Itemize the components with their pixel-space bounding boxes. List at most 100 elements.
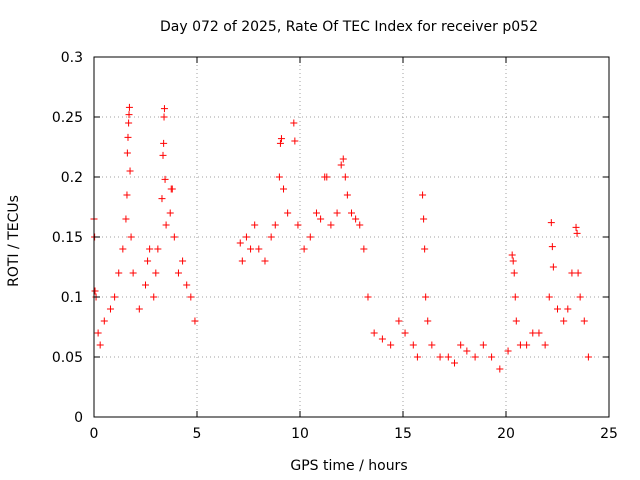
data-point xyxy=(568,269,576,277)
x-tick-label: 10 xyxy=(291,426,309,442)
data-point xyxy=(560,317,568,325)
data-point xyxy=(115,269,123,277)
data-point xyxy=(236,239,244,247)
data-point xyxy=(572,223,580,231)
data-point xyxy=(160,113,168,121)
data-point xyxy=(343,191,351,199)
data-point xyxy=(580,317,588,325)
data-point xyxy=(420,215,428,223)
data-point xyxy=(125,119,133,127)
data-point xyxy=(545,293,553,301)
data-point xyxy=(125,111,133,119)
data-point xyxy=(91,287,99,295)
data-point xyxy=(516,341,524,349)
y-tick-label: 0.05 xyxy=(52,350,83,366)
data-point xyxy=(496,365,504,373)
y-tick-label: 0.3 xyxy=(61,50,83,66)
data-point xyxy=(471,353,479,361)
data-point xyxy=(339,155,347,163)
y-tick-label: 0.2 xyxy=(61,170,83,186)
data-point xyxy=(488,353,496,361)
x-tick-label: 25 xyxy=(600,426,618,442)
data-points xyxy=(90,103,592,373)
data-point xyxy=(508,251,516,259)
data-point xyxy=(564,305,572,313)
x-tick-label: 20 xyxy=(497,426,515,442)
data-point xyxy=(123,191,131,199)
data-point xyxy=(337,161,345,169)
x-tick-label: 15 xyxy=(394,426,412,442)
data-point xyxy=(276,139,284,147)
data-point xyxy=(242,233,250,241)
data-point xyxy=(129,269,137,277)
data-point xyxy=(504,347,512,355)
data-point xyxy=(191,317,199,325)
data-point xyxy=(261,257,269,265)
data-point xyxy=(290,119,298,127)
y-tick-label: 0.15 xyxy=(52,230,83,246)
data-point xyxy=(510,269,518,277)
data-point xyxy=(251,221,259,229)
data-point xyxy=(422,293,430,301)
data-point xyxy=(111,293,119,301)
data-point xyxy=(119,245,127,253)
data-point xyxy=(106,305,114,313)
data-point xyxy=(161,175,169,183)
data-point xyxy=(122,215,130,223)
data-point xyxy=(255,245,263,253)
data-point xyxy=(94,329,102,337)
data-point xyxy=(291,137,299,145)
data-point xyxy=(333,209,341,217)
y-tick-label: 0 xyxy=(74,410,83,426)
y-tick-label: 0.25 xyxy=(52,110,83,126)
data-point xyxy=(356,221,364,229)
data-point xyxy=(574,269,582,277)
data-point xyxy=(573,229,581,237)
data-point xyxy=(413,353,421,361)
data-point xyxy=(421,245,429,253)
data-point xyxy=(457,341,465,349)
data-point xyxy=(511,293,519,301)
data-point xyxy=(463,347,471,355)
data-point xyxy=(352,215,360,223)
data-point xyxy=(541,341,549,349)
data-point xyxy=(146,245,154,253)
data-point xyxy=(444,353,452,361)
data-point xyxy=(451,359,458,367)
data-point xyxy=(409,341,417,349)
data-point xyxy=(159,151,167,159)
data-point xyxy=(160,139,168,147)
data-point xyxy=(549,263,557,271)
data-point xyxy=(126,167,134,175)
data-point xyxy=(348,209,355,217)
data-point xyxy=(174,269,182,277)
data-point xyxy=(100,317,108,325)
data-point xyxy=(144,257,152,265)
data-point xyxy=(294,221,302,229)
data-point xyxy=(280,185,288,193)
data-point xyxy=(317,215,325,223)
data-point xyxy=(154,245,162,253)
data-point xyxy=(183,281,191,289)
data-point xyxy=(124,133,132,141)
data-point xyxy=(535,329,543,337)
data-point xyxy=(267,233,275,241)
data-point xyxy=(523,341,531,349)
x-axis-label: GPS time / hours xyxy=(290,458,407,474)
data-point xyxy=(300,245,308,253)
data-point xyxy=(360,245,368,253)
x-tick-label: 5 xyxy=(193,426,202,442)
data-point xyxy=(96,341,104,349)
data-point xyxy=(387,341,395,349)
data-point xyxy=(395,317,403,325)
data-point xyxy=(150,293,158,301)
chart-title: Day 072 of 2025, Rate Of TEC Index for r… xyxy=(160,19,538,35)
data-point xyxy=(152,269,160,277)
data-point xyxy=(158,195,166,203)
data-point xyxy=(306,233,314,241)
data-point xyxy=(512,317,520,325)
data-point xyxy=(548,243,556,251)
data-point xyxy=(428,341,436,349)
data-point xyxy=(179,257,187,265)
